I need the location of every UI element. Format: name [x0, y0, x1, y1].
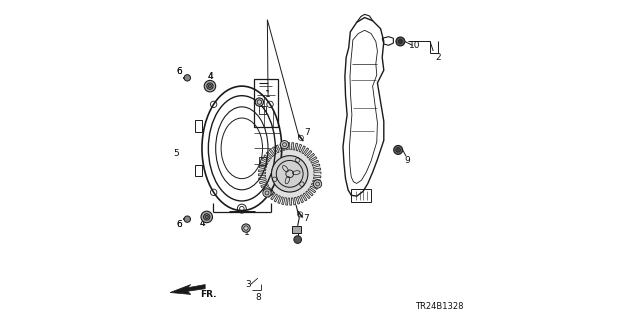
Circle shape	[396, 37, 405, 46]
Text: 9: 9	[404, 156, 410, 165]
Circle shape	[294, 236, 301, 243]
FancyBboxPatch shape	[292, 226, 301, 233]
Circle shape	[271, 156, 308, 192]
Text: TR24B1328: TR24B1328	[415, 302, 464, 311]
Text: 7: 7	[303, 214, 309, 223]
Circle shape	[205, 215, 209, 219]
Text: 6: 6	[176, 220, 182, 229]
Text: 8: 8	[255, 293, 261, 302]
Text: 1: 1	[265, 90, 271, 99]
Text: 4: 4	[200, 219, 205, 228]
Circle shape	[201, 211, 212, 223]
Text: 7: 7	[304, 128, 310, 137]
Circle shape	[314, 180, 322, 188]
Text: 4: 4	[200, 219, 205, 228]
Circle shape	[394, 145, 403, 154]
Text: 4: 4	[207, 72, 213, 81]
Circle shape	[396, 148, 401, 152]
Circle shape	[184, 216, 191, 222]
Text: 4: 4	[207, 72, 213, 81]
Circle shape	[184, 75, 191, 81]
Text: 6: 6	[176, 67, 182, 76]
Polygon shape	[170, 285, 205, 294]
Text: 6: 6	[176, 220, 182, 229]
Circle shape	[242, 224, 250, 232]
Text: 2: 2	[435, 53, 441, 62]
Circle shape	[209, 85, 212, 88]
Circle shape	[207, 83, 213, 89]
Circle shape	[255, 98, 264, 106]
Text: 10: 10	[410, 41, 421, 50]
Text: 6: 6	[176, 67, 182, 76]
Circle shape	[263, 189, 271, 197]
Text: 5: 5	[173, 149, 179, 158]
Text: 3: 3	[245, 280, 251, 289]
Circle shape	[204, 80, 216, 92]
Polygon shape	[259, 143, 321, 205]
Text: FR.: FR.	[200, 290, 217, 299]
Circle shape	[204, 214, 210, 220]
Circle shape	[399, 40, 403, 43]
Circle shape	[280, 140, 289, 149]
Text: 1: 1	[244, 228, 250, 237]
